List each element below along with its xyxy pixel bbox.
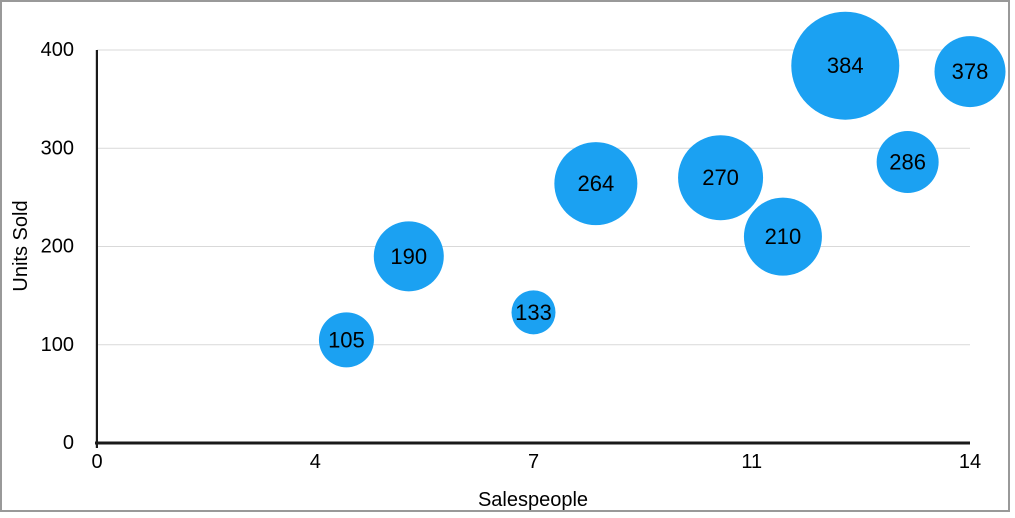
- y-tick-label-0: 0: [63, 432, 74, 454]
- y-tick-label-400: 400: [41, 39, 74, 61]
- x-axis-line: [95, 441, 970, 445]
- y-tick-label-100: 100: [41, 334, 74, 356]
- bubble-circle[interactable]: [876, 131, 939, 194]
- axis-lines: [95, 50, 970, 448]
- y-tick-label-200: 200: [41, 236, 74, 258]
- bubble-circle[interactable]: [791, 11, 900, 120]
- bubble-190[interactable]: 190: [373, 221, 444, 292]
- bubble-circle[interactable]: [934, 36, 1006, 108]
- bubble-circle[interactable]: [743, 197, 822, 276]
- y-tick-label-300: 300: [41, 137, 74, 159]
- bubble-133[interactable]: 133: [511, 290, 556, 335]
- bubble-circle[interactable]: [554, 142, 638, 226]
- bubble-circle[interactable]: [678, 135, 764, 221]
- bubble-270[interactable]: 270: [678, 135, 764, 221]
- bubble-circle[interactable]: [318, 312, 374, 368]
- x-tick-label-11: 11: [741, 451, 762, 473]
- x-tick-label-14: 14: [959, 451, 981, 473]
- bubble-105[interactable]: 105: [318, 312, 374, 368]
- bubble-circle[interactable]: [373, 221, 444, 292]
- bubble-210[interactable]: 210: [743, 197, 822, 276]
- y-axis-line: [95, 50, 98, 448]
- bubble-378[interactable]: 378: [934, 36, 1006, 108]
- bubble-264[interactable]: 264: [554, 142, 638, 226]
- x-tick-label-0: 0: [91, 451, 102, 473]
- tick-labels: 0 100 200 300 400 0 4 7 11 14: [41, 39, 982, 473]
- bubble-384[interactable]: 384: [791, 11, 900, 120]
- x-tick-label-7: 7: [528, 451, 539, 473]
- x-tick-label-4: 4: [310, 451, 321, 473]
- x-axis-title: Salespeople: [478, 489, 588, 511]
- gridlines: [97, 49, 970, 346]
- bubble-circle[interactable]: [511, 290, 556, 335]
- bubble-286[interactable]: 286: [876, 131, 939, 194]
- y-axis-title: Units Sold: [10, 200, 32, 291]
